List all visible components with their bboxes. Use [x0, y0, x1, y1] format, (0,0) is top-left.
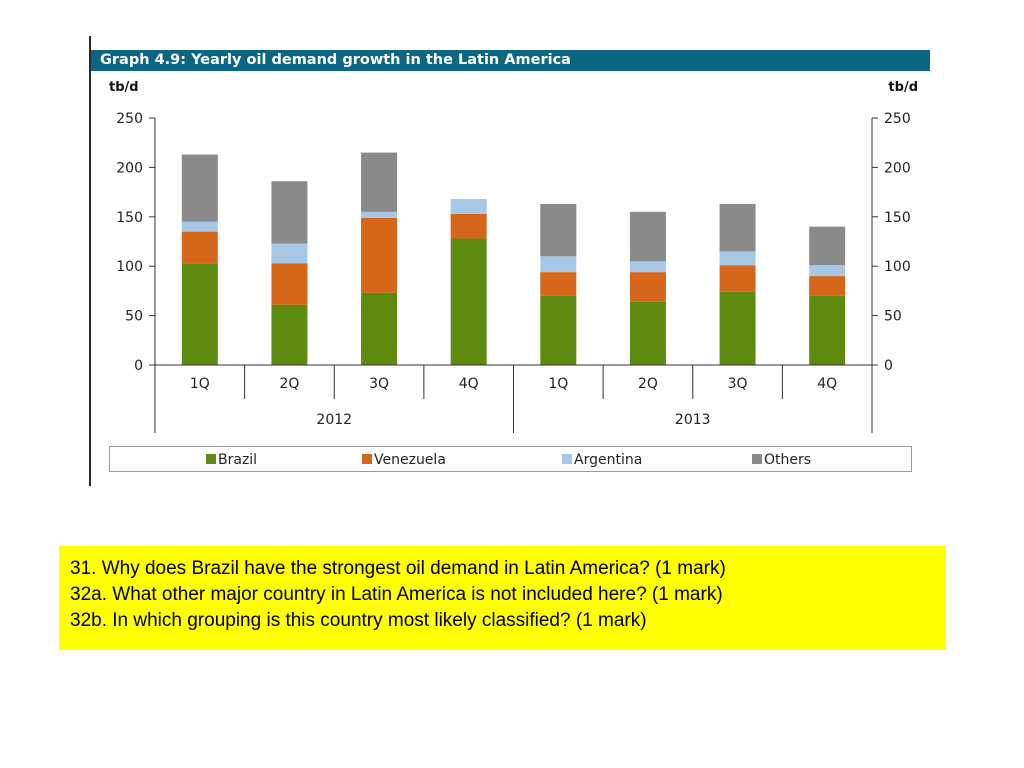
x-group-label: 2012 [316, 412, 352, 428]
question-box: 31. Why does Brazil have the strongest o… [59, 546, 946, 650]
legend-label: Brazil [218, 452, 258, 468]
question-31: 31. Why does Brazil have the strongest o… [70, 558, 726, 579]
y-tick-label-left: 250 [116, 111, 143, 127]
chart-title: Graph 4.9: Yearly oil demand growth in t… [91, 50, 930, 71]
x-tick-label: 2Q [279, 376, 299, 392]
bar-brazil-6 [629, 301, 666, 365]
bar-argentina-8 [809, 265, 846, 277]
bar-brazil-7 [719, 291, 756, 365]
legend-label: Venezuela [374, 452, 446, 468]
bar-argentina-5 [540, 256, 577, 273]
legend-label: Others [764, 452, 812, 468]
bar-venezuela-5 [540, 272, 577, 296]
y-tick-label-right: 100 [884, 259, 911, 275]
y-tick-label-left: 200 [116, 160, 143, 176]
legend-item-venezuela: Venezuela [362, 451, 446, 469]
bar-others-7 [719, 203, 756, 252]
bar-brazil-3 [361, 292, 398, 365]
y-tick-label-right: 50 [884, 309, 902, 325]
y-tick-label-right: 250 [884, 111, 911, 127]
bar-venezuela-2 [271, 263, 308, 305]
y-unit-left: tb/d [109, 80, 139, 95]
bar-venezuela-7 [719, 265, 756, 292]
x-tick-label: 4Q [459, 376, 479, 392]
bar-brazil-1 [181, 263, 218, 365]
bar-venezuela-3 [361, 217, 398, 293]
bar-others-8 [809, 226, 846, 266]
bar-venezuela-1 [181, 231, 218, 264]
y-tick-label-left: 150 [116, 210, 143, 226]
bar-brazil-5 [540, 295, 577, 365]
legend-item-brazil: Brazil [206, 451, 257, 469]
bar-brazil-4 [450, 238, 487, 365]
y-tick-label-left: 50 [125, 309, 143, 325]
bar-others-3 [361, 152, 398, 212]
y-tick-label-right: 150 [884, 210, 911, 226]
x-group-label: 2013 [675, 412, 711, 428]
x-tick-label: 4Q [817, 376, 837, 392]
bar-venezuela-4 [450, 213, 487, 239]
x-tick-label: 3Q [728, 376, 748, 392]
bar-argentina-2 [271, 243, 308, 264]
legend-swatch-venezuela [362, 454, 372, 464]
bar-argentina-3 [361, 211, 398, 218]
left-rule [89, 36, 91, 486]
bar-argentina-7 [719, 251, 756, 266]
y-tick-label-right: 200 [884, 160, 911, 176]
bar-others-2 [271, 181, 308, 244]
x-tick-label: 3Q [369, 376, 389, 392]
bar-others-1 [181, 154, 218, 222]
bar-argentina-6 [629, 261, 666, 273]
x-tick-label: 1Q [190, 376, 210, 392]
y-tick-label-left: 0 [134, 358, 143, 374]
y-unit-right: tb/d [888, 80, 918, 95]
question-32b: 32b. In which grouping is this country m… [70, 610, 647, 631]
bar-venezuela-8 [809, 276, 846, 296]
bar-brazil-2 [271, 304, 308, 365]
legend-label: Argentina [574, 452, 643, 468]
bar-venezuela-6 [629, 272, 666, 302]
bar-others-6 [629, 211, 666, 262]
bar-brazil-8 [809, 295, 846, 365]
legend-swatch-brazil [206, 454, 216, 464]
legend-swatch-others [752, 454, 762, 464]
bar-argentina-4 [450, 199, 487, 214]
y-tick-label-left: 100 [116, 259, 143, 275]
chart-legend: Brazil Venezuela Argentina Others [109, 446, 912, 472]
bar-others-5 [540, 203, 577, 257]
question-32a: 32a. What other major country in Latin A… [70, 584, 723, 605]
bar-argentina-1 [181, 221, 218, 232]
y-tick-label-right: 0 [884, 358, 893, 374]
legend-item-others: Others [752, 451, 811, 469]
legend-swatch-argentina [562, 454, 572, 464]
legend-item-argentina: Argentina [562, 451, 642, 469]
x-tick-label: 1Q [548, 376, 568, 392]
chart-plot: 0 0 50 50 100 100 150 150 200 200 250 250 tb/d tb/d 1Q… [109, 80, 918, 433]
x-tick-label: 2Q [638, 376, 658, 392]
